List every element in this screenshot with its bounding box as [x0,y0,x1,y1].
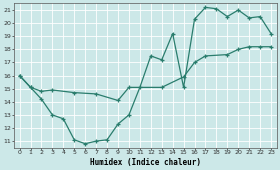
X-axis label: Humidex (Indice chaleur): Humidex (Indice chaleur) [90,158,201,167]
